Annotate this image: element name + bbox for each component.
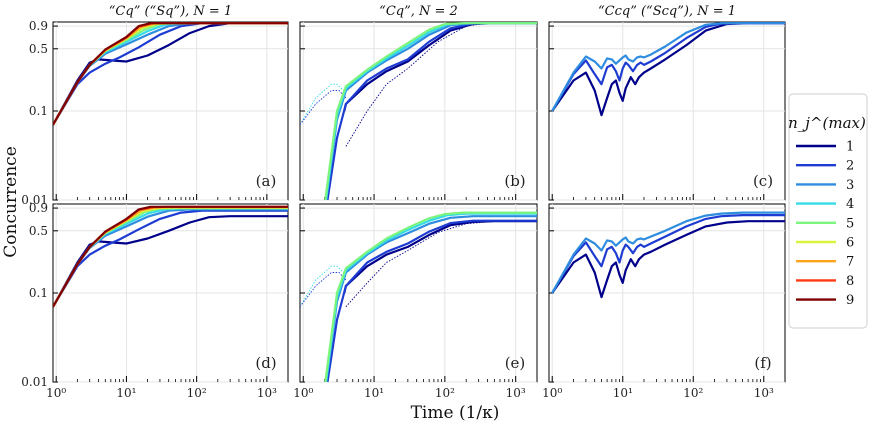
y-tick-label: 0.01 bbox=[21, 193, 48, 207]
panel-label: (f) bbox=[754, 354, 771, 372]
x-tick-label: 10² bbox=[683, 386, 703, 400]
grid bbox=[53, 22, 288, 201]
legend-label-5: 5 bbox=[846, 216, 854, 231]
series-line-3 bbox=[551, 22, 785, 112]
dotted-curve bbox=[300, 83, 347, 126]
legend-label-2: 2 bbox=[846, 159, 854, 174]
panel-title: “Ccq” (“Scq”), N = 1 bbox=[598, 4, 736, 19]
series-line-2 bbox=[551, 22, 785, 112]
panel-grid: 0.01 0.1 0.5 0.9 (a) “Cq” (“Sq”), N = 1 (b) “Cq… bbox=[21, 4, 786, 400]
panel-a: 0.01 0.1 0.5 0.9 (a) “Cq” (“Sq”), N = 1 bbox=[21, 4, 289, 207]
x-tick-label: 10² bbox=[435, 386, 455, 400]
curves bbox=[300, 22, 537, 200]
series-line-9 bbox=[53, 205, 288, 308]
panel-e: 10⁰ 10¹ 10² 10³ (e) bbox=[293, 203, 538, 400]
legend-label-8: 8 bbox=[846, 274, 854, 289]
panel-label: (b) bbox=[504, 172, 525, 190]
legend-box bbox=[788, 93, 868, 329]
x-tick-label: 10⁰ bbox=[46, 386, 66, 400]
grid bbox=[53, 204, 288, 383]
series-line-5 bbox=[324, 22, 537, 200]
curves bbox=[53, 22, 288, 126]
panel-b: (b) “Cq”, N = 2 bbox=[299, 4, 538, 201]
x-tick-label: 10¹ bbox=[116, 386, 136, 400]
y-tick-label: 0.5 bbox=[29, 224, 48, 238]
y-tick-label: 0.1 bbox=[29, 286, 48, 300]
panel-d: 0.01 0.1 0.5 0.9 10⁰ 10¹ 10² 10³ (d) bbox=[21, 201, 289, 400]
x-tick-label: 10¹ bbox=[613, 386, 633, 400]
series-line-2 bbox=[53, 22, 288, 126]
legend-label-3: 3 bbox=[846, 178, 854, 193]
x-tick-label: 10⁰ bbox=[542, 386, 562, 400]
series-line-5 bbox=[324, 211, 537, 382]
x-tick-label: 10³ bbox=[506, 386, 526, 400]
y-tick-label: 0.5 bbox=[29, 42, 48, 56]
legend-label-6: 6 bbox=[846, 236, 854, 251]
dotted-curve bbox=[300, 90, 347, 126]
series-line-2 bbox=[53, 209, 288, 308]
legend-label-4: 4 bbox=[846, 197, 854, 212]
dotted-curve bbox=[300, 265, 347, 308]
series-line-3 bbox=[551, 211, 785, 294]
series-line-1 bbox=[53, 215, 288, 308]
series-line-1 bbox=[551, 22, 785, 117]
panel-label: (e) bbox=[505, 354, 526, 372]
y-tick-label: 0.9 bbox=[29, 201, 48, 215]
series-line-1 bbox=[53, 22, 288, 126]
x-tick-label: 10² bbox=[187, 386, 207, 400]
x-axis-label: Time (1/κ) bbox=[411, 403, 500, 423]
legend-title: n_j^(max) bbox=[788, 114, 866, 132]
y-tick-label: 0.1 bbox=[29, 104, 48, 118]
x-tick-label: 10³ bbox=[257, 386, 277, 400]
x-tick-label: 10⁰ bbox=[293, 386, 313, 400]
dotted-curve bbox=[345, 221, 488, 308]
curves bbox=[300, 211, 537, 382]
panel-title: “Cq”, N = 2 bbox=[379, 4, 458, 19]
series-line-9 bbox=[53, 22, 288, 126]
panel-label: (d) bbox=[255, 354, 276, 372]
grid bbox=[549, 204, 785, 383]
y-tick-label: 0.9 bbox=[29, 19, 48, 33]
x-tick-label: 10³ bbox=[754, 386, 774, 400]
curves bbox=[551, 22, 785, 117]
dotted-curve bbox=[300, 272, 347, 308]
legend-label-7: 7 bbox=[846, 255, 854, 270]
panel-f: 10⁰ 10¹ 10² 10³ (f) bbox=[542, 203, 786, 400]
panel-title: “Cq” (“Sq”), N = 1 bbox=[109, 4, 232, 19]
y-tick-label: 0.01 bbox=[21, 375, 48, 389]
curves bbox=[551, 211, 785, 299]
panel-c: (c) “Ccq” (“Scq”), N = 1 bbox=[548, 4, 786, 201]
x-tick-label: 10¹ bbox=[364, 386, 384, 400]
series-line-2 bbox=[551, 214, 785, 294]
panel-label: (c) bbox=[753, 172, 773, 190]
series-line-1 bbox=[551, 220, 785, 299]
legend: n_j^(max) 1 2 3 4 5 6 7 8 9 bbox=[788, 93, 868, 329]
y-axis-label: Concurrence bbox=[1, 146, 21, 258]
legend-label-9: 9 bbox=[846, 293, 854, 308]
legend-label-1: 1 bbox=[846, 140, 854, 155]
panel-label: (a) bbox=[256, 172, 277, 190]
curves bbox=[53, 205, 288, 308]
series-line-2 bbox=[326, 219, 537, 382]
